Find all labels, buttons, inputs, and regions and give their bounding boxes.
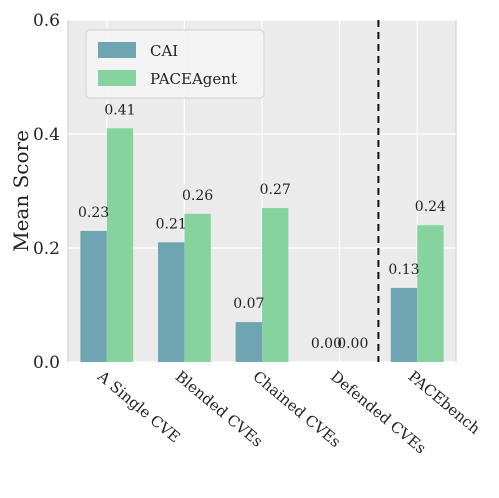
data-label: 0.00	[311, 336, 342, 352]
data-label: 0.23	[78, 205, 109, 221]
legend-label: PACEAgent	[150, 70, 237, 88]
data-label: 0.00	[337, 336, 368, 352]
data-labels: 0.23 0.21 0.07 0.00 0.13 0.41 0.26 0.27 0.00 0.24	[78, 102, 446, 352]
legend-swatch	[98, 42, 136, 58]
x-tick-label: PACEbench	[405, 367, 484, 438]
bar-cai-4	[390, 287, 418, 362]
data-label: 0.24	[415, 199, 446, 215]
bar-cai-2	[235, 322, 262, 362]
data-label: 0.26	[182, 188, 213, 204]
y-tick-label: 0.2	[33, 239, 60, 259]
bar-paceagent-1	[184, 213, 211, 362]
data-label: 0.41	[104, 102, 135, 118]
x-tick-label: A Single CVE	[93, 367, 183, 447]
y-tick-label: 0.4	[33, 125, 60, 145]
bar-paceagent-0	[106, 128, 134, 362]
y-tick-label: 0.6	[33, 11, 60, 31]
bar-cai-0	[80, 230, 107, 362]
bar-paceagent-2	[262, 208, 289, 362]
data-label: 0.07	[233, 296, 264, 312]
y-axis-title: Mean Score	[9, 130, 33, 252]
legend-swatch	[98, 70, 136, 86]
bars	[80, 128, 444, 362]
y-axis: 0.0 0.2 0.4 0.6	[33, 11, 60, 373]
legend: CAI PACEAgent	[85, 29, 265, 99]
y-tick-label: 0.0	[33, 353, 60, 373]
bar-cai-1	[158, 242, 185, 362]
bar-paceagent-4	[417, 225, 444, 362]
data-label: 0.21	[156, 216, 187, 232]
data-label: 0.27	[260, 182, 291, 198]
legend-label: CAI	[150, 42, 178, 60]
data-label: 0.13	[388, 262, 419, 278]
